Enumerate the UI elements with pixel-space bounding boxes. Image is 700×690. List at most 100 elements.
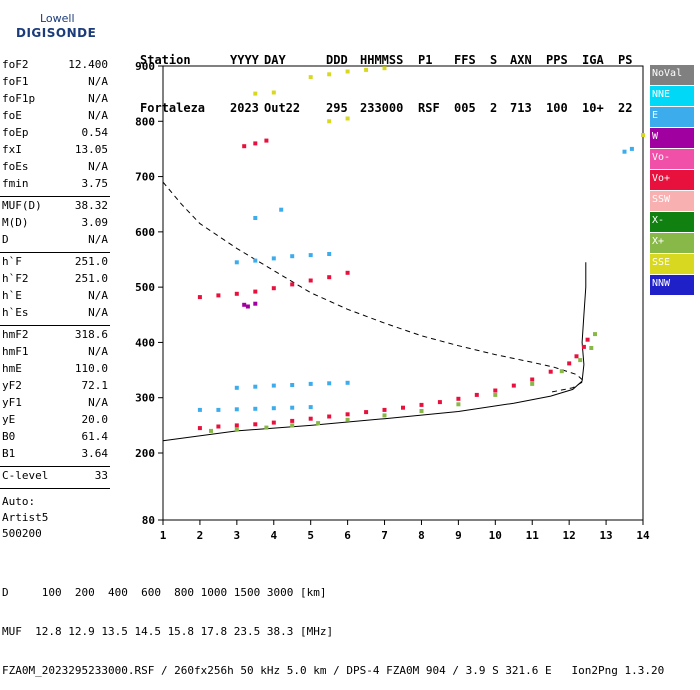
param-name: B0 bbox=[2, 430, 16, 443]
point-sse bbox=[364, 67, 369, 72]
param-row: yF2 72.1 bbox=[0, 379, 112, 396]
point-vo bbox=[530, 377, 535, 382]
legend-item-x: X- bbox=[650, 212, 694, 232]
point-sse bbox=[271, 90, 276, 95]
param-row: fmin 3.75 bbox=[0, 177, 112, 194]
header-label-6: FFS bbox=[454, 53, 476, 67]
legend-item-vo: Vo+ bbox=[650, 170, 694, 190]
y-tick-label: 400 bbox=[135, 336, 155, 349]
x-tick-label: 14 bbox=[636, 529, 650, 542]
point-vo bbox=[548, 369, 553, 374]
y-tick-label: 200 bbox=[135, 447, 155, 460]
point-vo bbox=[271, 420, 276, 425]
point-x bbox=[493, 392, 498, 397]
point-e bbox=[290, 254, 295, 259]
point-vo bbox=[271, 286, 276, 291]
header-value-9: 100 bbox=[546, 101, 568, 115]
auto-block: Auto: Artist5 500200 bbox=[0, 495, 112, 543]
point-w bbox=[242, 302, 247, 307]
digisonde-logo: Lowell DIGISONDE bbox=[4, 6, 96, 46]
header-value-11: 22 bbox=[618, 101, 633, 115]
point-vo bbox=[308, 278, 313, 283]
point-vo bbox=[419, 402, 424, 407]
param-name: yF2 bbox=[2, 379, 22, 392]
point-vo bbox=[290, 418, 295, 423]
x-tick-label: 11 bbox=[526, 529, 540, 542]
param-row: fxI 13.05 bbox=[0, 143, 112, 160]
point-vo bbox=[327, 414, 332, 419]
param-name: h`F2 bbox=[2, 272, 29, 285]
point-e bbox=[629, 146, 634, 151]
separator bbox=[0, 466, 110, 467]
point-e bbox=[216, 407, 221, 412]
point-sse bbox=[345, 69, 350, 74]
param-row: hmF1 N/A bbox=[0, 345, 112, 362]
x-tick-label: 3 bbox=[234, 529, 241, 542]
param-row: hmE 110.0 bbox=[0, 362, 112, 379]
point-e bbox=[197, 407, 202, 412]
x-tick-label: 7 bbox=[381, 529, 388, 542]
param-value: N/A bbox=[88, 233, 108, 246]
point-vo bbox=[345, 270, 350, 275]
header-value-5: RSF bbox=[418, 101, 440, 115]
header-value-2: Out22 bbox=[264, 101, 301, 115]
point-vo bbox=[382, 407, 387, 412]
point-w bbox=[245, 304, 250, 309]
point-x bbox=[578, 358, 583, 363]
point-e bbox=[271, 406, 276, 411]
param-name: M(D) bbox=[2, 216, 29, 229]
point-vo bbox=[511, 383, 516, 388]
point-x bbox=[290, 423, 295, 428]
point-sse bbox=[382, 66, 387, 71]
x-tick-label: 10 bbox=[489, 529, 502, 542]
header-label-4: HHMMSS bbox=[360, 53, 404, 67]
x-tick-label: 6 bbox=[344, 529, 351, 542]
param-value: N/A bbox=[88, 75, 108, 88]
param-name: foF2 bbox=[2, 58, 29, 71]
point-vo bbox=[345, 412, 350, 417]
param-value: 110.0 bbox=[74, 362, 108, 375]
legend-item-w: W bbox=[650, 128, 694, 148]
point-sse bbox=[641, 133, 645, 138]
point-vo bbox=[327, 275, 332, 280]
y-tick-label: 700 bbox=[135, 171, 155, 184]
param-name: hmE bbox=[2, 362, 22, 375]
param-name: fxI bbox=[2, 143, 22, 156]
header-label-0: Station bbox=[140, 53, 191, 67]
param-name: D bbox=[2, 233, 9, 246]
param-row: h`F2 251.0 bbox=[0, 272, 112, 289]
param-value: 3.75 bbox=[81, 177, 109, 190]
param-value: N/A bbox=[88, 92, 108, 105]
point-vo bbox=[493, 388, 498, 393]
param-name: h`F bbox=[2, 255, 22, 268]
x-tick-label: 9 bbox=[455, 529, 462, 542]
point-e bbox=[271, 383, 276, 388]
point-e bbox=[234, 407, 239, 412]
point-sse bbox=[327, 119, 332, 124]
curve-hmf2-curve bbox=[162, 181, 585, 393]
param-row: M(D) 3.09 bbox=[0, 216, 112, 233]
param-value: 3.09 bbox=[81, 216, 109, 229]
point-e bbox=[253, 258, 258, 263]
auto-line2: Artist5 bbox=[2, 511, 49, 524]
muf-row: MUF 12.8 12.9 13.5 14.5 15.8 17.8 23.5 3… bbox=[2, 625, 334, 638]
x-tick-label: 4 bbox=[270, 529, 277, 542]
param-name: B1 bbox=[2, 447, 16, 460]
param-name: MUF(D) bbox=[2, 199, 42, 212]
param-value: N/A bbox=[88, 160, 108, 173]
y-tick-label: 800 bbox=[135, 115, 155, 128]
x-tick-label: 5 bbox=[307, 529, 314, 542]
param-row: C-level 33 bbox=[0, 469, 112, 486]
point-e bbox=[327, 252, 332, 256]
header-value-8: 713 bbox=[510, 101, 532, 115]
header-values-row: Fortaleza 2023 Out22 295 233000 RSF 005 2 713 100… bbox=[140, 100, 648, 116]
param-value: 251.0 bbox=[74, 255, 108, 268]
point-vo bbox=[308, 416, 313, 421]
point-vo bbox=[585, 337, 590, 342]
parameter-panel: foF2 12.400 foF1 N/A foF1p N/A foE N/A foEp 0.54 f… bbox=[0, 58, 112, 543]
point-w bbox=[253, 301, 258, 306]
point-e bbox=[271, 256, 276, 261]
param-row: foF1 N/A bbox=[0, 75, 112, 92]
y-tick-label: 900 bbox=[135, 60, 155, 73]
legend-item-nnw: NNW bbox=[650, 275, 694, 295]
